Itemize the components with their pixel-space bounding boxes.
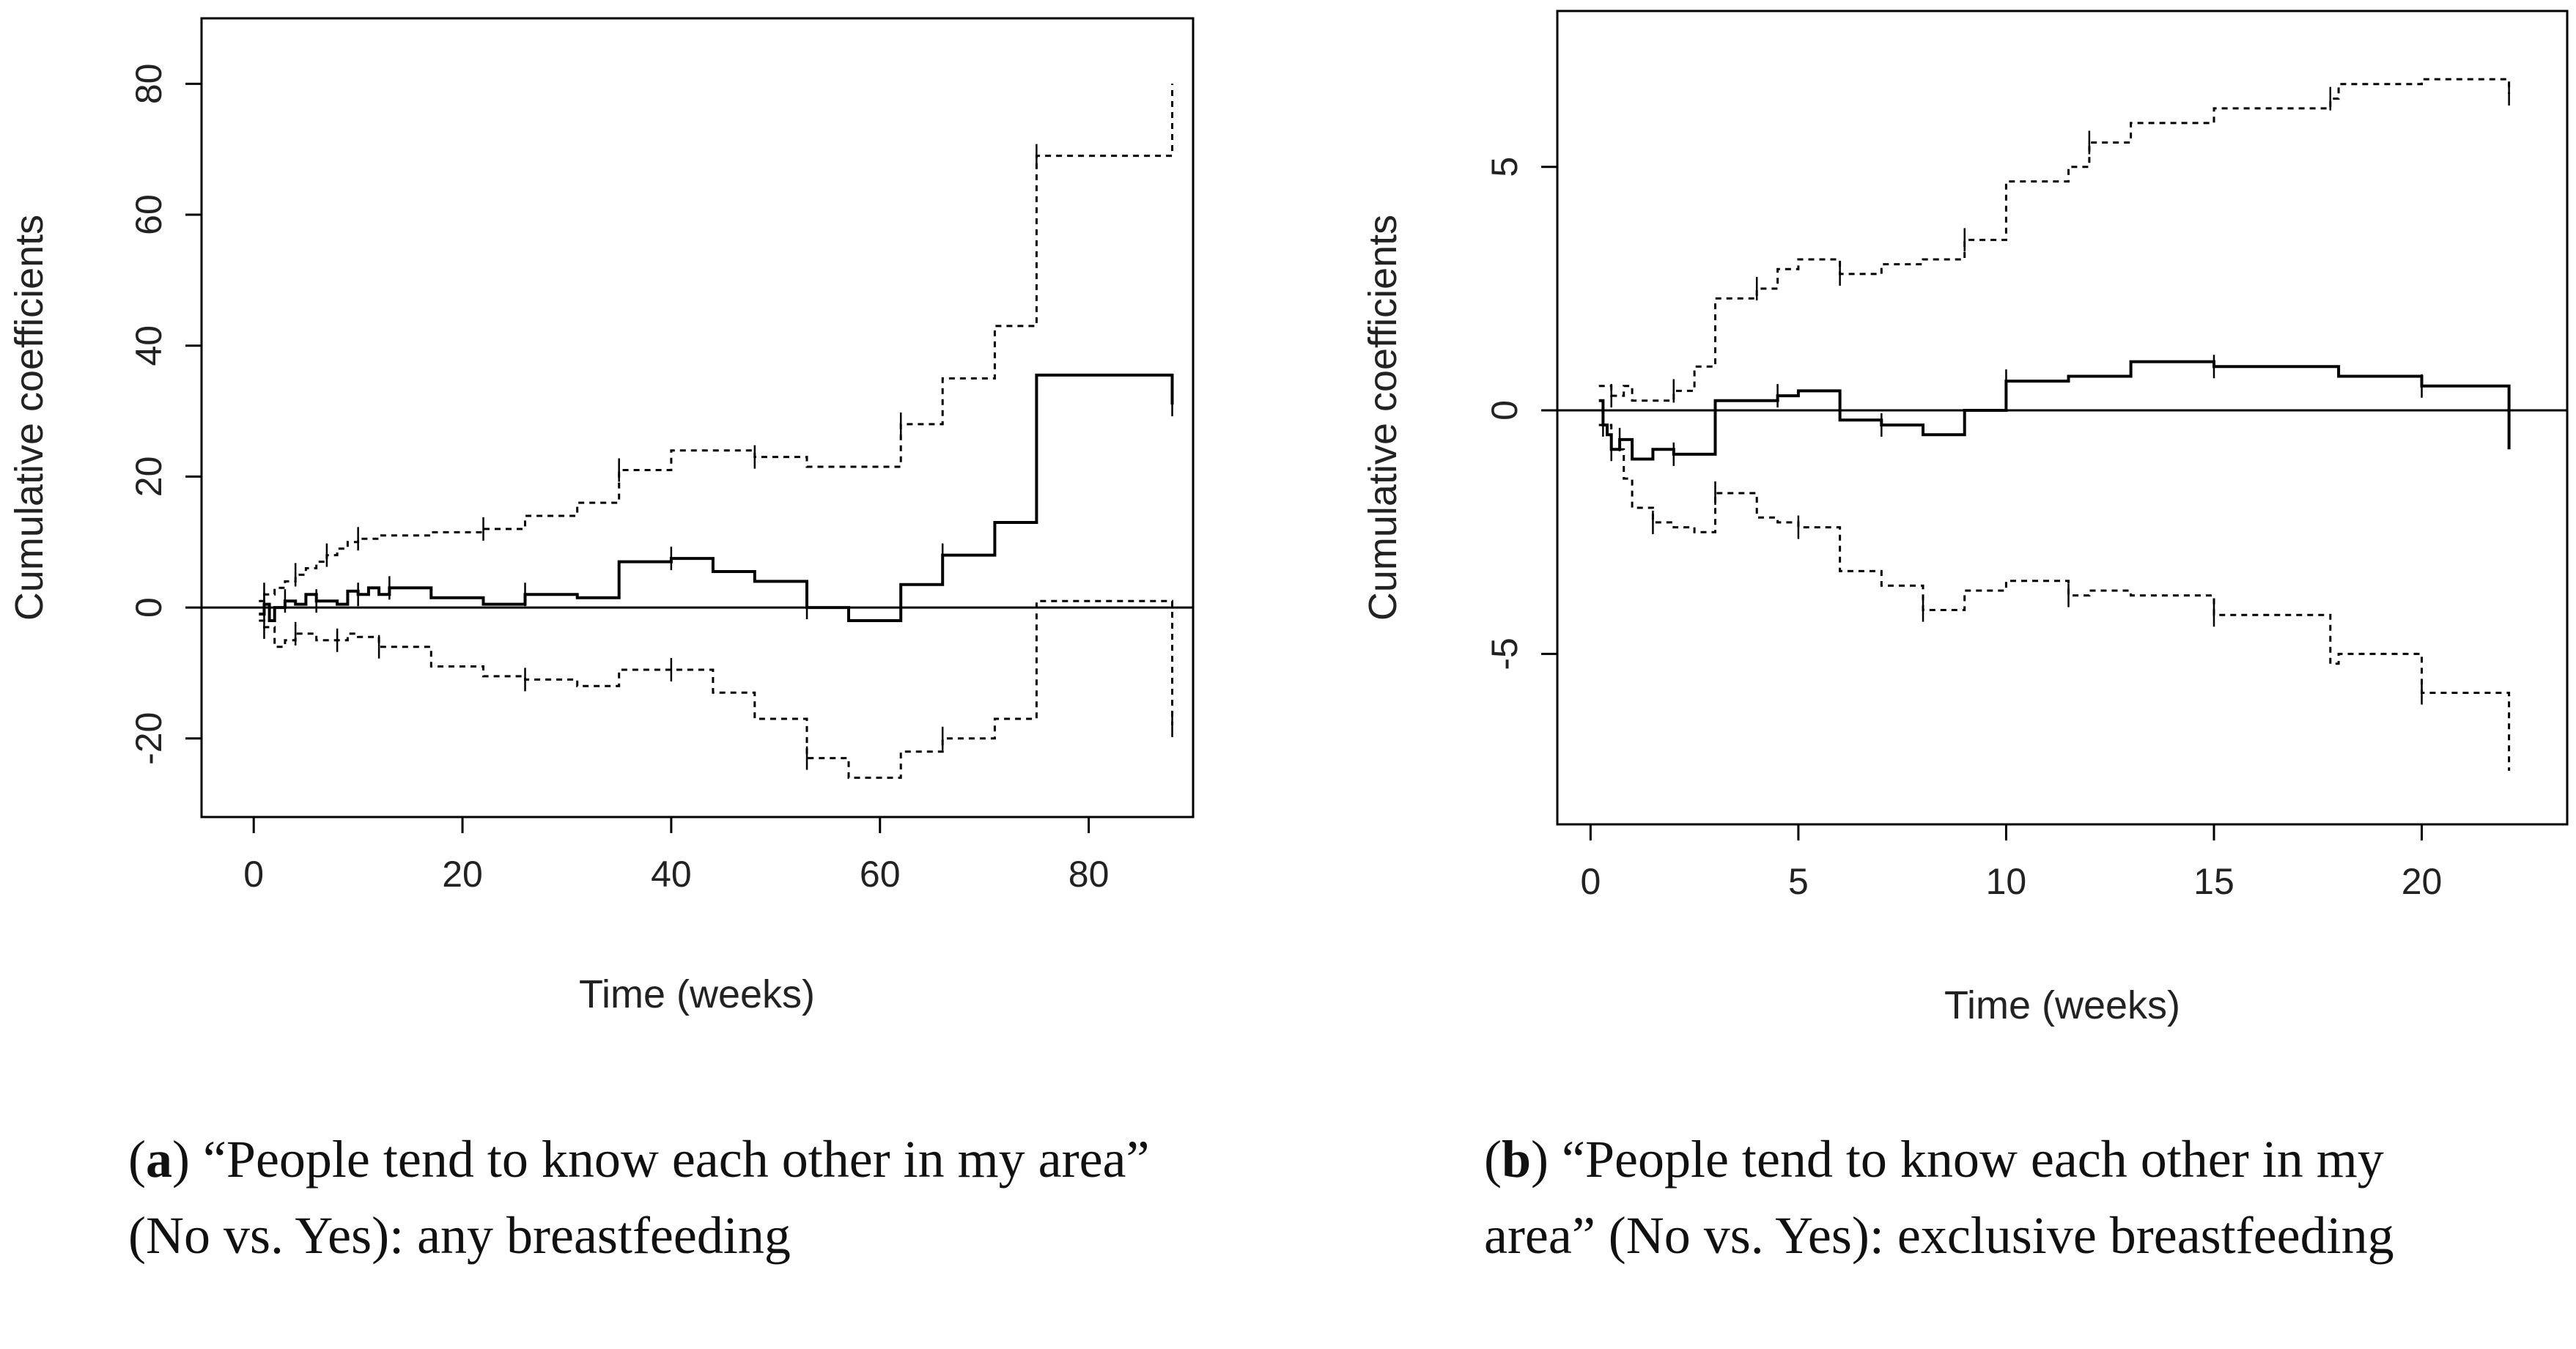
- panel-b-y-tick-label: -5: [1484, 637, 1525, 670]
- panel-b-x-tick-label: 0: [1580, 861, 1601, 902]
- panel-a-y-tick-label: 60: [128, 194, 169, 235]
- panel-a-x-tick-label: 60: [860, 854, 901, 895]
- panel-b-y-tick-label: 5: [1484, 157, 1525, 177]
- panel-b-y-tick-label: 0: [1484, 400, 1525, 421]
- panel-b-chart: Time (weeks) Cumulative coefficients 0 5 1…: [1361, 10, 2569, 1027]
- panel-a-y-tick-label: 20: [128, 457, 169, 498]
- panel-a-estimate-line: [259, 373, 1174, 622]
- panel-a-upper-band-line: [259, 84, 1173, 602]
- panel-b-lower-band-line: [1598, 424, 2511, 771]
- panel-b-y-axis-label: Cumulative coefficients: [1361, 215, 1405, 621]
- panel-b-upper-band-line: [1598, 78, 2511, 402]
- panel-a-y-tick-label: 0: [128, 597, 169, 618]
- panel-a-caption-letter: a: [145, 1130, 172, 1189]
- panel-a-y-tick-label: -20: [128, 712, 169, 765]
- panel-b-x-axis-label: Time (weeks): [1944, 983, 2180, 1027]
- panel-a-chart: Time (weeks) Cumulative coefficients 0 20…: [7, 17, 1195, 1016]
- panel-b-caption-letter: b: [1501, 1130, 1532, 1189]
- panel-a-caption: (a) “People tend to know each other in m…: [128, 1130, 1150, 1265]
- panel-a-x-tick-label: 0: [243, 854, 264, 895]
- panel-a-y-tick-label: 80: [128, 64, 169, 105]
- panel-a-x-tick-label: 40: [651, 854, 692, 895]
- panel-b-x-tick-label: 20: [2402, 861, 2443, 902]
- panel-a-lower-band-line: [259, 599, 1173, 779]
- panel-b-x-tick-label: 5: [1788, 861, 1809, 902]
- panel-b-caption-text: “People tend to know each other in my ar…: [1484, 1130, 2394, 1265]
- panel-a-y-tick-label: 40: [128, 325, 169, 366]
- panel-a-caption-text: “People tend to know each other in my ar…: [128, 1130, 1150, 1265]
- panel-b-caption: (b) “People tend to know each other in m…: [1484, 1130, 2394, 1265]
- panel-b-plot-frame: [1556, 10, 2569, 826]
- panel-a-x-tick-label: 80: [1069, 854, 1110, 895]
- panel-b-x-tick-label: 15: [2193, 861, 2234, 902]
- panel-a-x-tick-label: 20: [442, 854, 483, 895]
- panel-b-x-tick-label: 10: [1986, 861, 2027, 902]
- panel-a-y-axis-label: Cumulative coefficients: [7, 215, 51, 621]
- panel-a-x-axis-label: Time (weeks): [579, 972, 815, 1016]
- panel-a-plot-frame: [200, 17, 1195, 818]
